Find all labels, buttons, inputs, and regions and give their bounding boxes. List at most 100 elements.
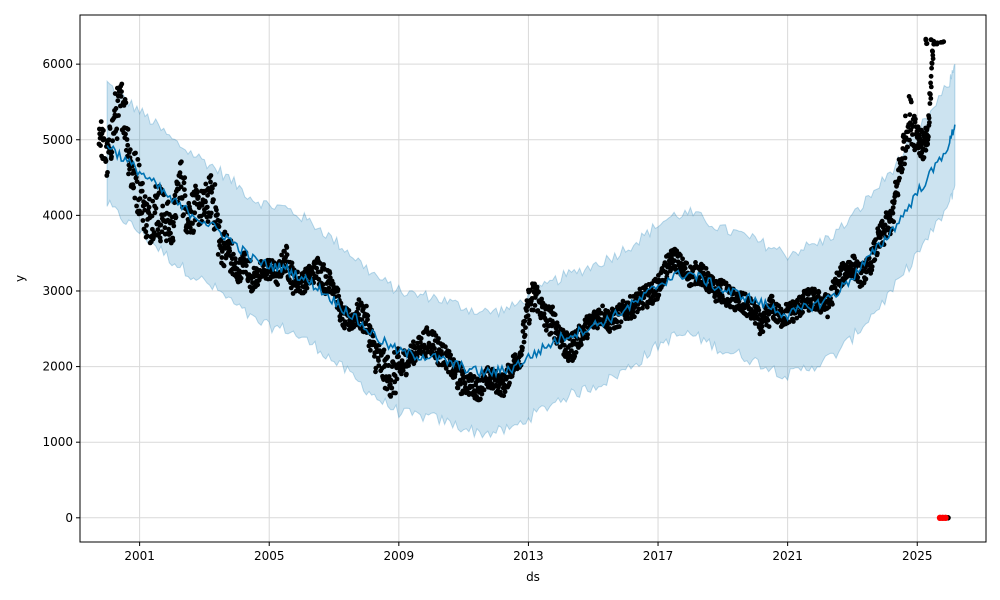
observed-point	[452, 371, 458, 377]
observed-point	[214, 207, 219, 213]
y-tick-label: 2000	[42, 360, 73, 374]
observed-point	[116, 113, 121, 118]
observed-point	[682, 265, 688, 271]
observed-point	[205, 219, 211, 225]
observed-point	[139, 210, 145, 216]
observed-point	[320, 282, 326, 287]
observed-point	[179, 159, 184, 165]
observed-point	[742, 291, 748, 297]
observed-point	[940, 39, 946, 45]
observed-point	[204, 204, 210, 210]
observed-point	[284, 245, 290, 250]
observed-point	[502, 389, 508, 395]
observed-point	[527, 317, 532, 323]
observed-point	[766, 324, 772, 329]
observed-point	[418, 340, 423, 345]
observed-point	[913, 116, 918, 122]
observed-point	[215, 252, 221, 257]
observed-point	[543, 327, 549, 333]
observed-point	[693, 260, 698, 265]
observed-point	[560, 327, 566, 333]
observed-point	[159, 229, 165, 235]
observed-point	[182, 187, 187, 193]
observed-point	[552, 312, 558, 318]
observed-point	[869, 264, 875, 269]
observed-point	[227, 248, 233, 254]
observed-point	[439, 349, 444, 354]
observed-point	[794, 315, 800, 321]
observed-point	[662, 278, 667, 283]
observed-point	[910, 132, 915, 137]
observed-point	[907, 112, 913, 117]
observed-point	[113, 106, 119, 111]
x-tick-label: 2021	[772, 549, 803, 563]
observed-point	[522, 318, 528, 324]
observed-point	[834, 288, 840, 294]
observed-point	[364, 303, 369, 309]
observed-point	[455, 385, 461, 391]
observed-point	[562, 342, 567, 348]
x-axis-label: ds	[526, 570, 540, 584]
observed-point	[616, 324, 622, 329]
observed-point	[926, 115, 932, 121]
observed-point	[144, 223, 149, 228]
observed-point	[359, 317, 365, 323]
observed-point	[255, 282, 261, 288]
observed-point	[126, 171, 131, 177]
observed-point	[507, 380, 512, 386]
uncertainty-band	[106, 63, 956, 439]
observed-point	[381, 347, 387, 353]
observed-point	[118, 94, 124, 99]
observed-point	[520, 345, 525, 351]
y-tick-label: 6000	[42, 57, 73, 71]
observed-point	[385, 354, 391, 360]
observed-point	[172, 192, 178, 198]
observed-point	[550, 304, 555, 310]
observed-point	[152, 210, 158, 216]
observed-point	[327, 270, 333, 276]
observed-point	[134, 203, 140, 209]
observed-point	[400, 368, 406, 373]
observed-point	[123, 100, 129, 106]
observed-point	[139, 188, 145, 194]
forecast-line	[106, 124, 956, 379]
observed-point	[573, 350, 579, 355]
observed-point	[289, 260, 295, 266]
observed-point	[98, 119, 104, 124]
observed-point	[212, 182, 218, 187]
observed-point	[572, 353, 578, 359]
observed-point	[217, 218, 223, 224]
observed-point	[115, 98, 121, 104]
observed-point	[512, 352, 518, 358]
observed-point	[181, 212, 187, 218]
observed-point	[140, 180, 145, 186]
observed-point	[336, 293, 342, 299]
observed-point	[279, 252, 284, 258]
observed-point	[168, 230, 173, 236]
observed-point	[578, 342, 584, 348]
observed-point	[149, 213, 155, 219]
observed-point	[882, 222, 888, 228]
observed-point	[137, 196, 143, 202]
observed-point	[458, 381, 463, 387]
observed-point	[368, 347, 373, 353]
forecast-path	[106, 124, 956, 379]
observed-point	[123, 131, 128, 137]
observed-point	[830, 301, 835, 307]
observed-point	[701, 271, 707, 277]
observed-point	[202, 210, 208, 216]
x-tick-label: 2009	[384, 549, 415, 563]
y-tick-label: 5000	[42, 133, 73, 147]
observed-point	[356, 312, 361, 317]
observed-point	[146, 204, 152, 210]
observed-point	[170, 238, 176, 244]
observed-point	[208, 173, 214, 178]
observed-point	[182, 175, 188, 181]
observed-point	[531, 307, 536, 313]
observed-point	[133, 150, 138, 156]
observed-point	[394, 376, 400, 382]
observed-point	[140, 218, 146, 223]
observed-point	[532, 303, 538, 308]
observed-point	[443, 344, 448, 350]
observed-point	[178, 184, 184, 190]
